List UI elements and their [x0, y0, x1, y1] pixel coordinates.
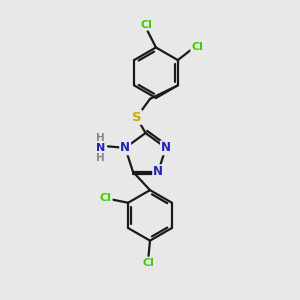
Text: Cl: Cl	[191, 42, 203, 52]
Text: N: N	[120, 141, 130, 154]
Text: H: H	[96, 133, 105, 143]
Text: S: S	[132, 111, 141, 124]
Text: N: N	[96, 143, 105, 153]
Text: N: N	[161, 141, 171, 154]
Text: Cl: Cl	[100, 193, 112, 203]
Text: H: H	[96, 153, 105, 163]
Text: Cl: Cl	[140, 20, 152, 30]
Text: Cl: Cl	[142, 258, 154, 268]
Text: N: N	[153, 165, 163, 178]
